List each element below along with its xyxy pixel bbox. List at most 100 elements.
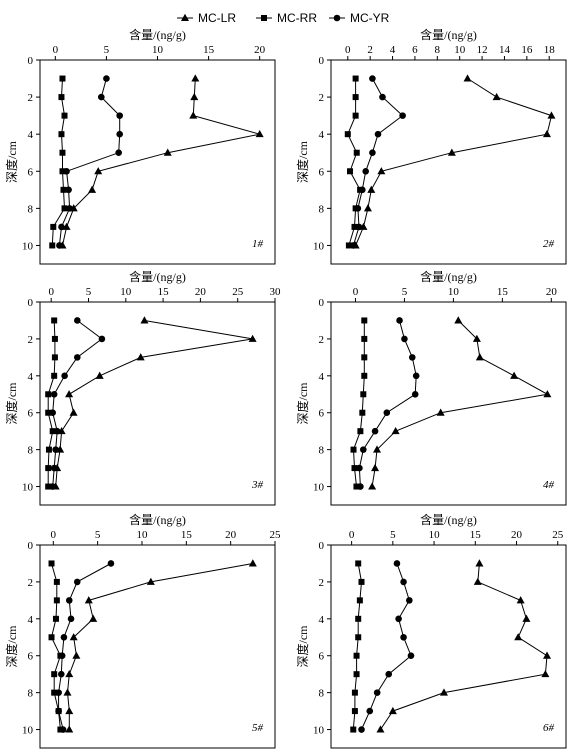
data-point [408,354,416,361]
data-point [69,633,78,641]
series-line [347,78,361,246]
data-point [369,75,376,82]
x-tick-label: 5 [86,286,92,298]
data-point [51,335,58,342]
series-mc-yr [356,317,420,490]
x-tick-label: 20 [254,44,266,56]
data-point [473,577,482,585]
y-tick-label: 8 [319,445,325,457]
x-tick-label: 0 [345,44,351,56]
y-tick-label: 2 [28,334,34,346]
data-point [59,75,66,82]
data-point [59,149,66,156]
data-point [98,335,106,343]
chart-panel-1: 0 5 10 15 20 0 2 4 6 8 10 含量/(ng/g) 深度/cm 1# [4,27,276,265]
y-tick-label: 4 [319,371,325,383]
series-mc-rr [49,75,68,249]
x-tick-label: 15 [181,529,193,541]
data-point [344,131,351,138]
panel-label: 3# [251,479,264,491]
series-line [358,320,417,487]
data-point [514,633,523,641]
y-tick-label: 0 [319,540,325,552]
data-point [116,112,123,119]
data-point [373,689,381,696]
data-point [59,168,66,175]
data-point [454,316,463,324]
data-point [48,560,55,567]
data-point [61,112,68,119]
y-tick-label: 8 [319,203,325,215]
series-mc-rr [344,75,364,249]
data-point [347,168,354,175]
legend-marker-square [261,15,267,21]
data-point [95,371,104,379]
legend-label: MC-LR [198,11,236,25]
y-tick-label: 10 [22,240,34,252]
data-point [367,185,376,193]
y-tick-label: 10 [313,482,325,494]
data-point [492,92,501,101]
legend-marker-circle [333,14,341,22]
y-tick-label: 4 [28,614,34,626]
data-point [58,131,65,138]
y-tick-label: 0 [319,297,325,309]
y-tick-label: 8 [319,688,325,700]
x-tick-label: 5 [402,286,408,298]
data-point [61,372,68,380]
series-line [352,320,365,487]
chart-panel-3: 0 5 10 15 20 25 30 0 2 4 6 8 10 含量/(ng/g) 深度/cm 3# [4,269,281,506]
data-point [547,111,556,119]
data-point [366,707,374,715]
series-mc-lr [63,559,257,733]
data-point [355,223,363,231]
data-point [391,426,400,435]
series-line [355,78,553,246]
series-line [50,563,61,730]
data-point [371,463,380,472]
x-tick-label: 12 [477,44,488,56]
data-point [58,223,65,231]
legend-label: MC-RR [277,11,317,25]
data-point [50,390,58,398]
plot-frame [330,59,567,265]
data-point [351,708,358,715]
data-point [371,427,379,435]
data-point [352,94,359,101]
data-point [411,390,419,398]
data-point [65,597,73,604]
x-tick-label: 14 [499,44,511,56]
x-tick-label: 0 [53,44,59,56]
data-point [45,465,52,472]
data-point [146,577,155,585]
data-point [401,335,408,343]
data-point [49,242,56,249]
data-point [359,409,366,416]
x-tick-label: 18 [544,44,556,56]
x-tick-label: 8 [435,44,441,56]
y-tick-label: 6 [28,166,34,178]
data-point [67,615,75,623]
y-tick-label: 6 [28,651,34,663]
data-point [359,186,366,194]
data-point [66,205,73,212]
data-point [400,633,407,641]
data-point [354,205,362,212]
data-point [107,560,115,567]
data-point [352,75,359,82]
data-point [376,725,385,733]
x-tick-label: 10 [448,286,460,298]
data-point [63,688,72,696]
data-point [393,560,401,567]
y-tick-label: 6 [28,408,34,420]
data-point [463,74,472,82]
y-tick-label: 4 [28,129,34,141]
x-tick-label: 15 [497,286,509,298]
data-point [350,242,357,249]
data-point [98,93,105,101]
x-axis-title: 含量/(ng/g) [420,27,477,42]
data-point [406,597,413,604]
data-point [356,464,363,472]
data-point [358,578,365,585]
data-point [361,372,368,379]
